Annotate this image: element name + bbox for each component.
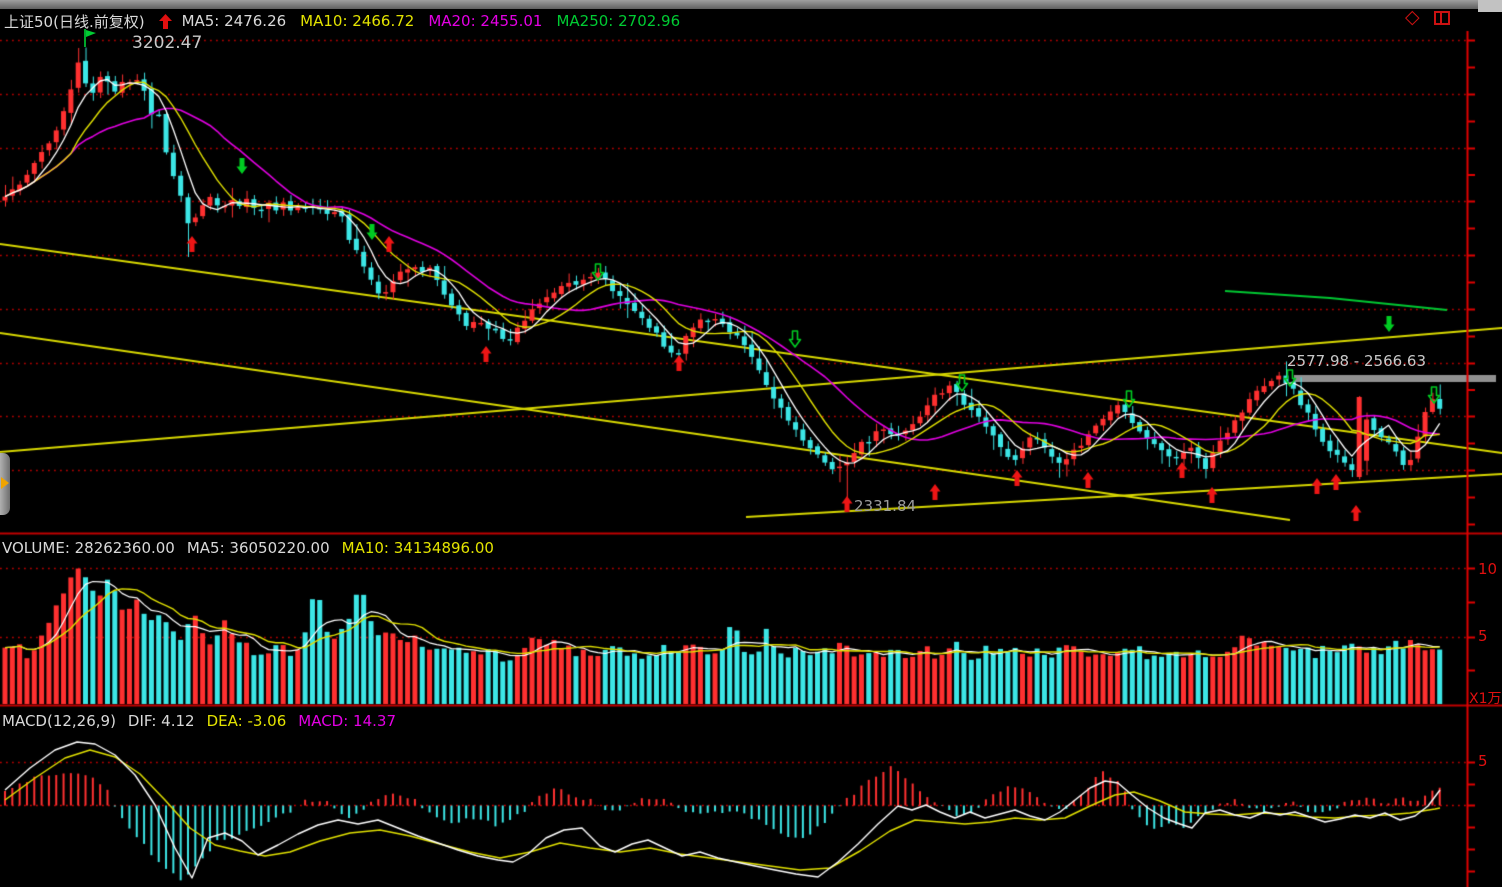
volume-ma10: MA10: 34134896.00: [341, 539, 494, 557]
macd-header: MACD(12,26,9) DIF: 4.12 DEA: -3.06 MACD:…: [2, 712, 396, 730]
macd-axis-label-5: 5: [1478, 752, 1488, 770]
ma20-value: MA20: 2455.01: [428, 12, 543, 30]
split-window-icon[interactable]: [1434, 11, 1450, 25]
expand-triangle-icon: [1, 477, 9, 489]
high-price-label: 3202.47: [132, 33, 203, 53]
diamond-icon[interactable]: ◇: [1405, 6, 1420, 28]
volume-header: VOLUME: 28262360.00 MA5: 36050220.00 MA1…: [2, 539, 494, 557]
volume-axis-label-5: 5: [1478, 627, 1488, 645]
instrument-title: 上证50(日线.前复权): [4, 12, 145, 31]
macd-value: MACD: 14.37: [298, 712, 396, 730]
flag-marker-icon: [84, 29, 96, 47]
dif-value: DIF: 4.12: [127, 712, 195, 730]
window-top-strip: [0, 0, 1502, 9]
low-price-label: 2331.84: [854, 497, 917, 515]
dea-value: DEA: -3.06: [206, 712, 287, 730]
up-arrow-icon: [158, 13, 172, 29]
ma250-value: MA250: 2702.96: [556, 12, 681, 30]
volume-ma5: MA5: 36050220.00: [186, 539, 330, 557]
range-price-label: 2577.98 - 2566.63: [1287, 352, 1427, 370]
volume-unit-label: X1万: [1469, 691, 1502, 707]
scrollbar-corner[interactable]: [1478, 0, 1502, 12]
ma10-value: MA10: 2466.72: [300, 12, 415, 30]
macd-params: MACD(12,26,9): [2, 712, 116, 730]
split-window-pane: [1440, 13, 1442, 23]
volume-value: VOLUME: 28262360.00: [2, 539, 175, 557]
sidebar-expand-handle[interactable]: [0, 453, 10, 515]
ma5-value: MA5: 2476.26: [181, 12, 287, 30]
volume-axis-label-10: 10: [1478, 560, 1498, 578]
chart-header: 上证50(日线.前复权) MA5: 2476.26 MA10: 2466.72 …: [4, 11, 680, 31]
